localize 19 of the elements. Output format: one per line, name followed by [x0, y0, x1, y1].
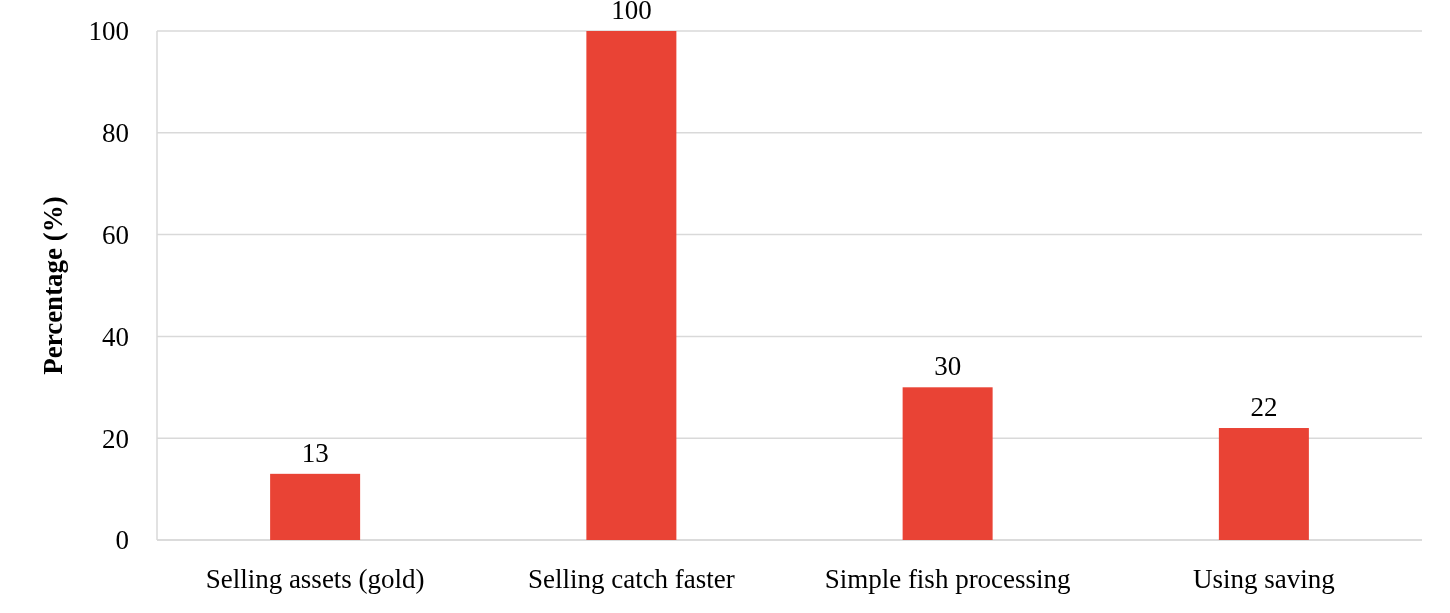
- data-label: 22: [1250, 392, 1278, 423]
- bar: [270, 473, 361, 540]
- data-label: 30: [934, 351, 962, 382]
- x-tick-label: Using saving: [1193, 564, 1335, 594]
- y-tick-label: 20: [102, 423, 129, 454]
- y-axis-title: Percentage (%): [38, 196, 68, 375]
- y-tick-label: 40: [102, 321, 129, 352]
- y-tick-label: 80: [102, 118, 129, 149]
- bar: [1218, 428, 1309, 540]
- y-tick-label: 0: [115, 525, 129, 556]
- bar: [586, 31, 677, 540]
- x-tick-label: Simple fish processing: [824, 564, 1071, 594]
- data-label: 100: [611, 0, 652, 25]
- y-tick-label: 100: [88, 16, 129, 47]
- y-tick-label: 60: [102, 220, 129, 251]
- bar: [902, 387, 993, 540]
- data-label: 13: [301, 437, 329, 468]
- x-tick-label: Selling assets (gold): [205, 564, 425, 594]
- x-tick-label: Selling catch faster: [527, 564, 735, 594]
